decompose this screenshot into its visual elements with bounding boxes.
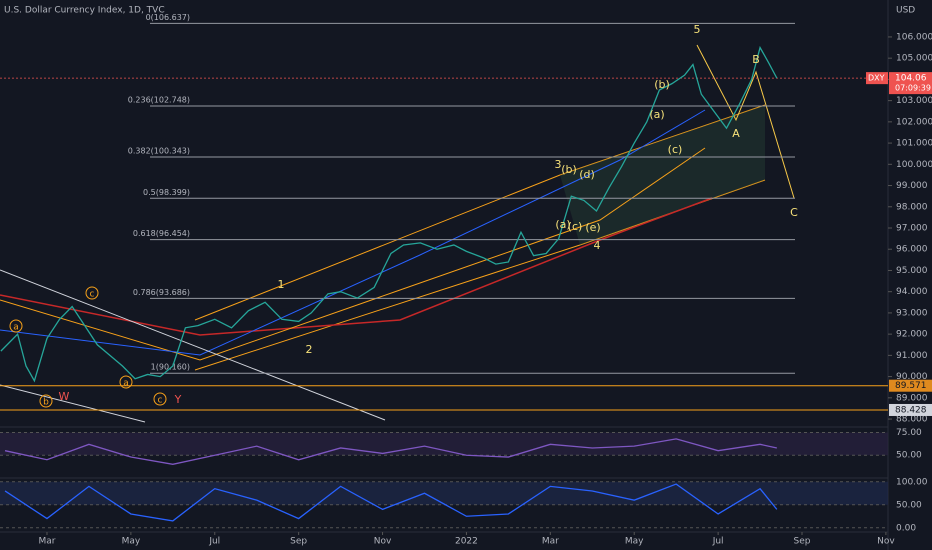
wave-circle: [85, 286, 99, 300]
y-tick-label: 105.000: [896, 54, 932, 64]
y-tick-label: 89.000: [896, 393, 928, 403]
y-tick-label: 88.000: [896, 415, 928, 425]
wave-circle: [39, 394, 53, 408]
wave-label: (d): [579, 168, 595, 181]
y-tick-label: 100.000: [896, 160, 932, 170]
x-tick-label: May: [625, 537, 644, 547]
indicator-tick-label: 100.00: [896, 477, 928, 487]
wave-label: 4: [594, 239, 601, 252]
wave-label: Y: [174, 393, 182, 406]
x-tick-label: Jul: [208, 537, 220, 547]
y-tick-label: 106.000: [896, 32, 932, 42]
x-tick-label: Sep: [794, 537, 811, 547]
wave-label: (c): [568, 220, 583, 233]
countdown: 07:09:39: [895, 84, 931, 93]
wave-label: (c): [668, 143, 683, 156]
wave-label: B: [752, 53, 760, 66]
channel-fill: [560, 105, 765, 245]
indicator-tick-label: 0.00: [896, 523, 916, 533]
wave-label: C: [790, 206, 798, 219]
x-tick-label: May: [122, 537, 141, 547]
ticker-tag: [866, 72, 888, 85]
x-tick-label: Mar: [38, 537, 55, 547]
moving-average: [0, 147, 706, 361]
x-tick-label: Sep: [290, 537, 307, 547]
circled-label: c: [158, 396, 163, 406]
wave-label: (b): [654, 78, 670, 91]
price-line: [4, 438, 777, 465]
wave-label: 2: [306, 343, 313, 356]
chart-title: U.S. Dollar Currency Index, 1D, TVC: [4, 6, 165, 16]
price-line: [0, 45, 778, 383]
y-tick-label: 93.000: [896, 308, 928, 318]
channel-top: [194, 104, 766, 321]
x-tick-label: Mar: [542, 537, 559, 547]
currency-label: USD: [896, 6, 915, 16]
price-line: [4, 483, 778, 522]
y-tick-label: 103.000: [896, 96, 932, 106]
fib-label: 1(90.160): [151, 363, 190, 372]
projection-path: [696, 44, 795, 199]
wave-circle: [119, 375, 133, 389]
indicator-tick-label: 50.00: [896, 451, 922, 461]
fib-label: 0(106.637): [146, 13, 190, 22]
wave-label: (e): [585, 221, 600, 234]
circled-label: c: [90, 290, 95, 300]
wave-circle: [153, 392, 167, 406]
moving-average: [0, 109, 706, 356]
wave-label: 5: [694, 23, 701, 36]
circled-label: a: [123, 379, 129, 389]
wave-label: 1: [278, 278, 285, 291]
wave-circle: [9, 319, 23, 333]
circled-label: b: [43, 398, 49, 408]
x-tick-label: Nov: [374, 537, 392, 547]
wave-label: W: [59, 390, 70, 403]
indicator-tick-label: 50.00: [896, 500, 922, 510]
trend-line: [0, 384, 146, 423]
price-tag: [889, 72, 932, 95]
x-tick-label: Nov: [877, 537, 895, 547]
wave-label: (a): [649, 108, 664, 121]
wave-label: A: [732, 127, 740, 140]
x-tick-label: 2022: [455, 537, 478, 547]
y-tick-label: 94.000: [896, 287, 928, 297]
y-tick-label: 95.000: [896, 266, 928, 276]
indicator-tick-label: 75.00: [896, 428, 922, 438]
wave-label: (a): [555, 218, 570, 231]
level-label: 88.428: [895, 405, 927, 415]
level-label: 89.571: [895, 381, 927, 391]
wave-label: 3: [555, 158, 562, 171]
fib-label: 0.618(96.454): [133, 229, 190, 238]
y-tick-label: 102.000: [896, 117, 932, 127]
y-tick-label: 99.000: [896, 181, 928, 191]
y-tick-label: 97.000: [896, 223, 928, 233]
x-tick-label: Jul: [712, 537, 724, 547]
level-tag: [889, 379, 932, 392]
ticker: DXY: [868, 74, 885, 83]
last-price: 104.06: [895, 74, 927, 84]
y-tick-label: 92.000: [896, 330, 928, 340]
y-tick-label: 98.000: [896, 202, 928, 212]
y-tick-label: 101.000: [896, 139, 932, 149]
y-tick-label: 91.000: [896, 351, 928, 361]
indicator-band: [0, 432, 888, 456]
wave-label: (b): [561, 163, 577, 176]
level-tag: [889, 403, 932, 416]
indicator-band: [0, 481, 888, 505]
fib-label: 0.236(102.748): [128, 95, 190, 104]
circled-label: a: [13, 323, 19, 333]
fib-label: 0.5(98.399): [143, 188, 190, 197]
fib-label: 0.786(93.686): [133, 288, 190, 297]
fib-label: 0.382(100.343): [128, 147, 190, 156]
y-tick-label: 90.000: [896, 372, 928, 382]
y-tick-label: 96.000: [896, 245, 928, 255]
trend-line: [0, 269, 386, 421]
